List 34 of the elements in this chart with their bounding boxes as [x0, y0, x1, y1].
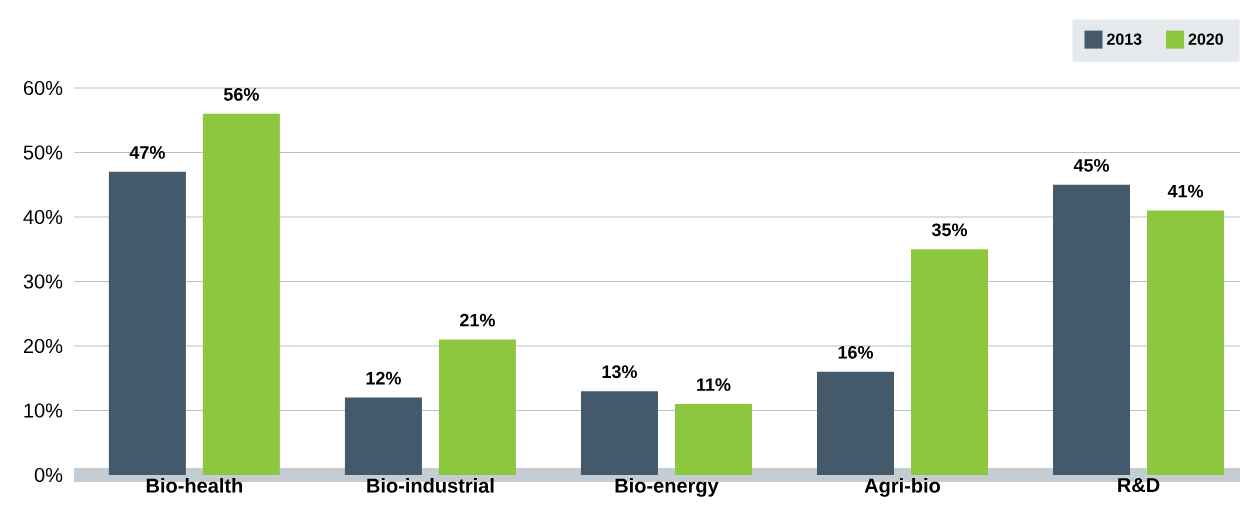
bar	[202, 113, 280, 475]
bar	[1147, 210, 1225, 475]
y-tick-label: 60%	[23, 80, 63, 96]
y-tick-label: 50%	[23, 145, 63, 160]
x-tick-label: Agri-bio	[864, 478, 941, 497]
data-label: 11%	[697, 378, 731, 391]
x-tick-label: Bio-energy	[615, 478, 719, 497]
legend-label: 2013	[1107, 33, 1142, 45]
bar	[108, 171, 186, 475]
data-label: 47%	[129, 146, 165, 159]
y-tick-label: 0%	[34, 467, 63, 483]
data-label: 21%	[460, 313, 495, 327]
y-tick-label: 40%	[23, 209, 63, 225]
bar	[816, 371, 894, 475]
y-tick-label: 10%	[24, 403, 63, 418]
bar	[580, 391, 658, 475]
legend-label: 2020	[1188, 33, 1223, 45]
data-label: 12%	[366, 371, 401, 385]
bar	[674, 404, 752, 475]
data-label: 41%	[1167, 184, 1204, 198]
y-tick-label: 20%	[23, 338, 63, 354]
x-tick-label: Bio-health	[146, 478, 243, 493]
y-tick-label: 30%	[23, 274, 63, 289]
bar	[1053, 184, 1131, 475]
data-label: 35%	[931, 223, 968, 237]
data-label: 16%	[838, 346, 874, 359]
data-label: 45%	[1073, 158, 1110, 172]
bar	[910, 249, 988, 475]
x-tick-label: Bio-industrial	[367, 478, 494, 493]
bar	[344, 397, 422, 475]
x-tick-label: R&D	[1118, 478, 1160, 493]
bar	[438, 339, 516, 475]
data-label: 13%	[602, 365, 637, 379]
data-label: 56%	[223, 88, 259, 101]
